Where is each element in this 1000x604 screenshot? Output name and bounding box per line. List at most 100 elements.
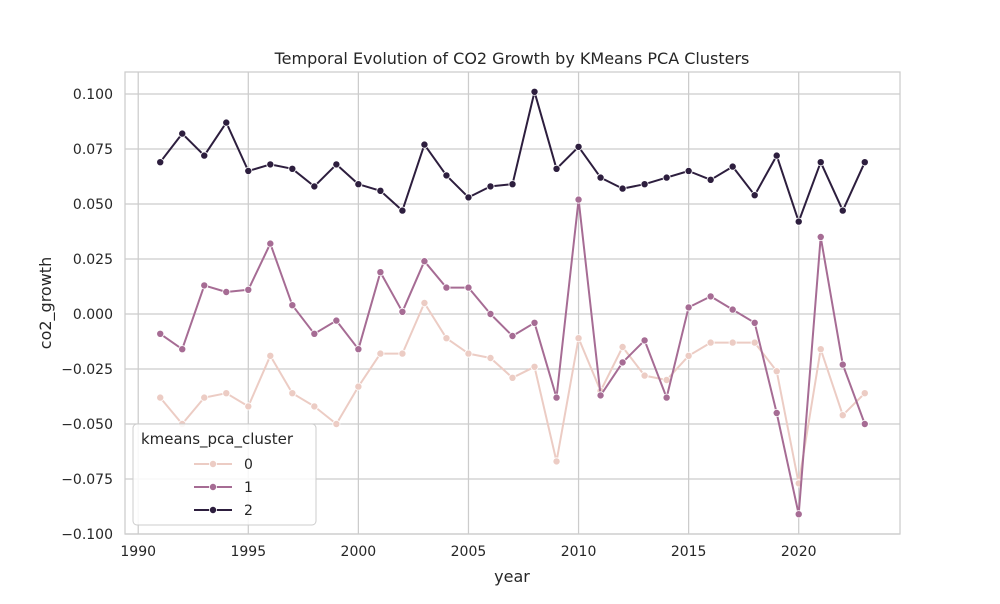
data-point	[772, 367, 781, 376]
y-tick-label: 0.100	[73, 87, 113, 103]
data-point	[310, 402, 319, 411]
data-point	[596, 173, 605, 182]
data-point	[860, 389, 869, 398]
data-point	[332, 316, 341, 325]
data-point	[288, 301, 297, 310]
data-point	[574, 195, 583, 204]
data-point	[332, 160, 341, 169]
data-point	[310, 329, 319, 338]
data-point	[376, 349, 385, 358]
data-point	[728, 305, 737, 314]
data-point	[354, 180, 363, 189]
data-point	[640, 371, 649, 380]
y-tick-label: −0.050	[61, 417, 113, 433]
data-point	[794, 510, 803, 519]
data-point	[178, 345, 187, 354]
data-point	[156, 393, 165, 402]
data-point	[860, 419, 869, 428]
data-point	[222, 118, 231, 127]
data-point	[706, 338, 715, 347]
series-1	[156, 195, 869, 519]
data-point	[662, 375, 671, 384]
data-point	[486, 353, 495, 362]
legend: kmeans_pca_cluster 0 1 2	[132, 423, 317, 526]
x-tick-label: 2005	[451, 544, 487, 560]
data-point	[508, 180, 517, 189]
data-point	[838, 360, 847, 369]
y-axis-label: co2_growth	[36, 257, 56, 349]
x-tick-label: 2010	[561, 544, 597, 560]
data-point	[310, 182, 319, 191]
data-point	[794, 217, 803, 226]
x-tick-label: 2020	[781, 544, 817, 560]
data-point	[552, 393, 561, 402]
data-point	[684, 303, 693, 312]
chart-title: Temporal Evolution of CO2 Growth by KMea…	[274, 49, 750, 68]
data-point	[376, 186, 385, 195]
data-point	[156, 158, 165, 167]
legend-marker-1	[208, 482, 217, 491]
grid	[125, 72, 900, 535]
data-point	[728, 162, 737, 171]
data-point	[266, 351, 275, 360]
y-tick-label: 0.025	[73, 252, 113, 268]
legend-marker-2	[208, 505, 217, 514]
data-point	[442, 171, 451, 180]
data-point	[508, 373, 517, 382]
data-point	[464, 349, 473, 358]
data-point	[442, 334, 451, 343]
data-point	[640, 336, 649, 345]
plot-frame	[124, 71, 901, 535]
data-point	[530, 87, 539, 96]
data-point	[376, 268, 385, 277]
data-point	[288, 389, 297, 398]
data-point	[178, 129, 187, 138]
data-point	[640, 180, 649, 189]
series-line-2	[159, 90, 866, 223]
data-point	[420, 298, 429, 307]
series-2	[156, 87, 869, 226]
legend-label-2: 2	[244, 503, 253, 519]
data-point	[662, 393, 671, 402]
data-point	[332, 419, 341, 428]
legend-title: kmeans_pca_cluster	[141, 430, 294, 449]
data-point	[574, 334, 583, 343]
data-point	[662, 173, 671, 182]
data-point	[706, 292, 715, 301]
data-point	[266, 239, 275, 248]
data-point	[222, 389, 231, 398]
data-point	[816, 232, 825, 241]
x-tick-label: 2015	[671, 544, 707, 560]
x-axis-label: year	[494, 567, 530, 586]
y-tick-label: 0.050	[73, 197, 113, 213]
data-point	[618, 342, 627, 351]
data-point	[772, 408, 781, 417]
y-tick-label: 0.075	[73, 142, 113, 158]
data-point	[684, 351, 693, 360]
data-point	[200, 281, 209, 290]
y-tick-label: −0.075	[61, 472, 113, 488]
data-point	[684, 166, 693, 175]
legend-marker-0	[208, 459, 217, 468]
data-point	[750, 338, 759, 347]
data-point	[552, 164, 561, 173]
data-point	[486, 182, 495, 191]
legend-label-0: 0	[244, 457, 253, 473]
data-point	[530, 362, 539, 371]
x-tick-label: 1995	[230, 544, 266, 560]
data-point	[244, 402, 253, 411]
data-point	[222, 287, 231, 296]
data-point	[530, 318, 539, 327]
data-point	[464, 193, 473, 202]
data-point	[728, 338, 737, 347]
y-tick-label: −0.025	[61, 362, 113, 378]
data-point	[398, 206, 407, 215]
data-point	[200, 393, 209, 402]
data-point	[552, 457, 561, 466]
data-point	[838, 411, 847, 420]
data-point	[816, 158, 825, 167]
legend-label-1: 1	[244, 480, 253, 496]
x-tick-label: 1990	[120, 544, 156, 560]
